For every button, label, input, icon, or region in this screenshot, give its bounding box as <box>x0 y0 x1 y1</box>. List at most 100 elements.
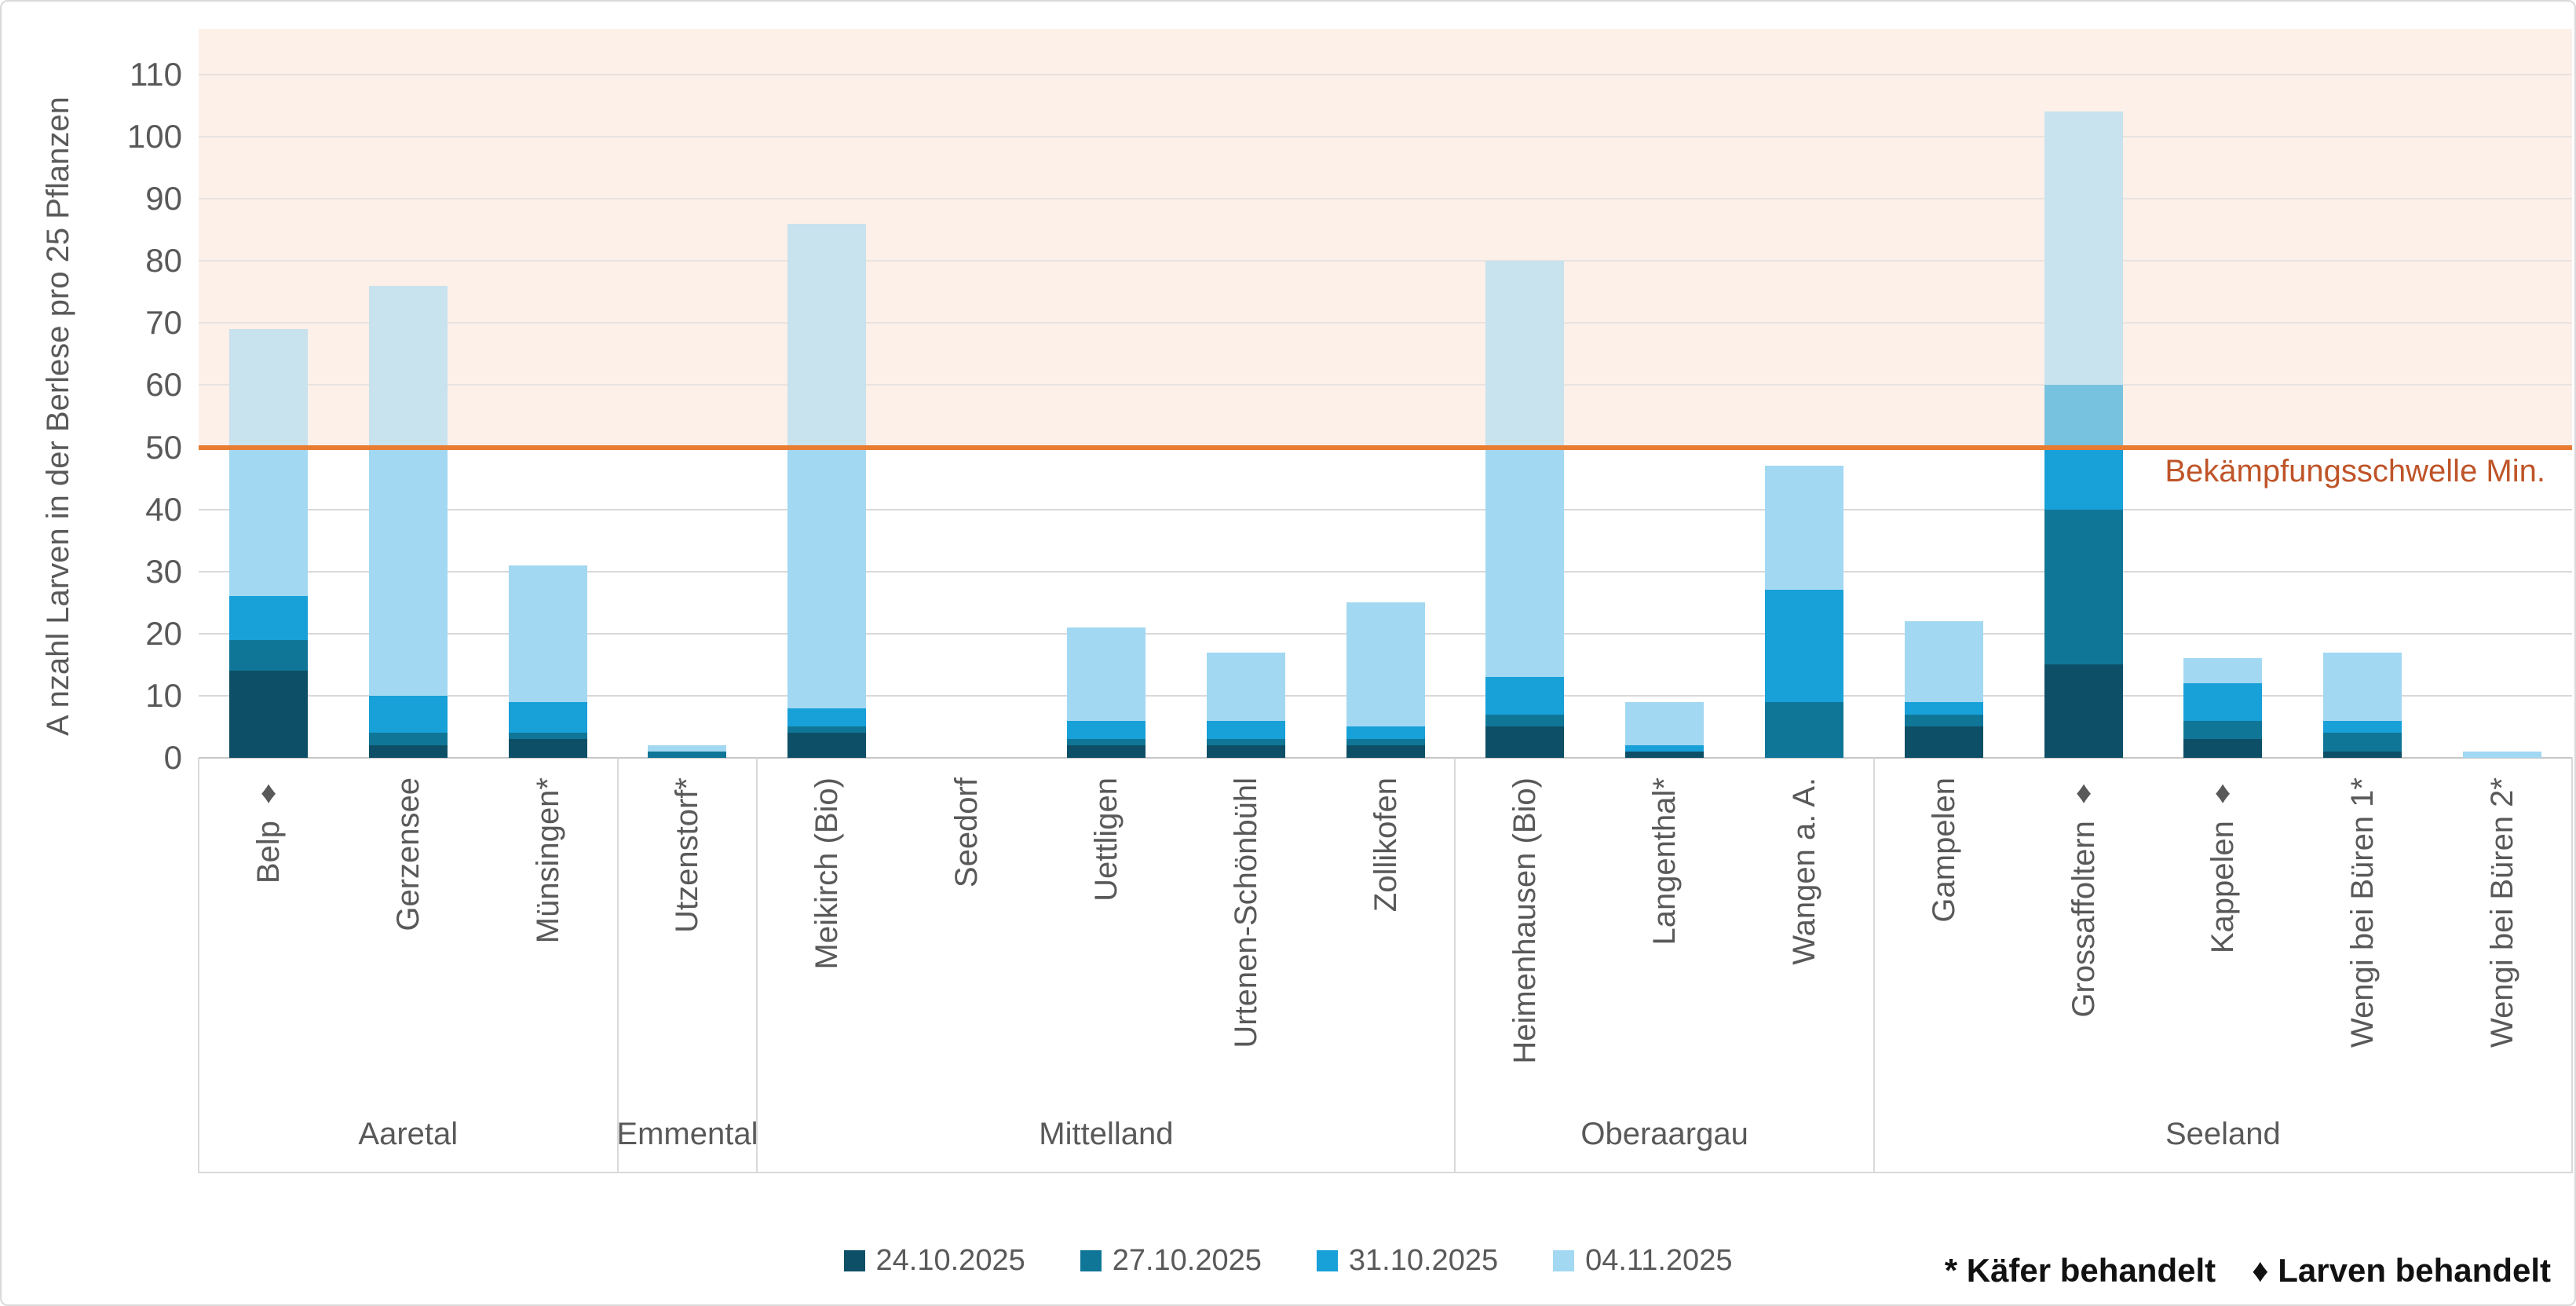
legend-item-24.10.2025: 24.10.2025 <box>843 1244 1025 1278</box>
bar-segment-heimenhausen-bio--27.10.2025 <box>1485 714 1565 727</box>
bar-segment-meikirch-bio--24.10.2025 <box>787 733 867 758</box>
bar-segment-uettligen-27.10.2025 <box>1066 739 1145 746</box>
bar-segment-wengi-bei-b-ren-1--24.10.2025 <box>2323 752 2402 758</box>
y-tick-label-100: 100 <box>126 118 182 155</box>
bar-segment-utzenstorf--27.10.2025 <box>648 752 727 758</box>
x-label-meikirch-bio-: Meikirch (Bio) <box>809 777 845 970</box>
legend-swatch-24.10.2025 <box>843 1250 865 1271</box>
group-label-emmental: Emmental <box>616 1117 758 1151</box>
bar-segment-zollikofen-27.10.2025 <box>1346 739 1425 746</box>
bar-segment-gampelen-04.11.2025 <box>1904 621 1983 702</box>
x-label-seedorf: Seedorf <box>949 777 985 888</box>
legend: 24.10.2025 27.10.2025 31.10.2025 04.11.2025 <box>2 1244 2574 1278</box>
bar-segment-kappelen--04.11.2025 <box>2183 658 2263 684</box>
bar-segment-zollikofen-31.10.2025 <box>1346 726 1425 740</box>
threshold-line <box>199 444 2572 450</box>
y-tick-label-110: 110 <box>130 56 182 93</box>
x-label-utzenstorf-: Utzenstorf* <box>670 777 705 933</box>
y-tick-label-20: 20 <box>145 614 182 652</box>
bar-segment-urtenen-sch-nb-hl-27.10.2025 <box>1206 739 1285 746</box>
bar-segment-wangen-a-a--27.10.2025 <box>1764 701 1843 758</box>
bar-segment-kappelen--27.10.2025 <box>2183 720 2263 740</box>
bar-segment-meikirch-bio--27.10.2025 <box>787 726 867 733</box>
y-tick-label-60: 60 <box>145 366 182 404</box>
bar-segment-wengi-bei-b-ren-1--31.10.2025 <box>2323 720 2402 733</box>
bar-segment-gampelen-27.10.2025 <box>1904 714 1983 727</box>
bar-segment-gerzensee-31.10.2025 <box>368 695 448 733</box>
bar-segment-zollikofen-04.11.2025 <box>1346 602 1425 727</box>
x-label-gampelen: Gampelen <box>1926 777 1961 923</box>
gridline-40 <box>199 508 2572 510</box>
legend-swatch-31.10.2025 <box>1316 1250 1338 1271</box>
bar-segment-heimenhausen-bio--24.10.2025 <box>1485 726 1565 758</box>
group-divider-4 <box>1873 758 1875 1173</box>
footnote-larven: ♦ Larven behandelt <box>2252 1252 2551 1289</box>
x-label-grossaffoltern-: Grossaffoltern ♦ <box>2066 777 2101 1018</box>
bar-segment-gampelen-24.10.2025 <box>1904 726 1983 758</box>
bar-segment-grossaffoltern--24.10.2025 <box>2044 664 2123 758</box>
group-divider-1 <box>616 758 619 1173</box>
y-tick-label-90: 90 <box>145 180 182 218</box>
y-tick-label-70: 70 <box>145 304 182 342</box>
x-label-urtenen-sch-nb-hl: Urtenen-Schönbühl <box>1228 777 1263 1048</box>
x-label-gerzensee: Gerzensee <box>390 777 426 931</box>
legend-item-27.10.2025: 27.10.2025 <box>1080 1244 1262 1278</box>
x-label-uettligen: Uettligen <box>1088 777 1124 902</box>
bar-segment-meikirch-bio--04.11.2025 <box>787 223 867 708</box>
y-tick-label-10: 10 <box>145 676 182 714</box>
bar-segment-langenthal--04.11.2025 <box>1625 701 1705 746</box>
bar-segment-wengi-bei-b-ren-2--04.11.2025 <box>2463 752 2541 758</box>
x-label-wangen-a-a-: Wangen a. A. <box>1786 777 1821 965</box>
bar-segment-grossaffoltern--04.11.2025 <box>2044 112 2123 386</box>
bar-segment-uettligen-31.10.2025 <box>1066 720 1145 740</box>
gridline-90 <box>199 198 2572 200</box>
y-tick-label-30: 30 <box>145 552 182 590</box>
x-axis-line <box>199 757 2572 759</box>
gridline-60 <box>199 384 2572 386</box>
bar-segment-wangen-a-a--31.10.2025 <box>1764 590 1843 702</box>
bar-segment-gerzensee-24.10.2025 <box>368 745 448 758</box>
x-label-langenthal-: Langenthal* <box>1647 777 1683 946</box>
group-label-seeland: Seeland <box>2165 1117 2281 1151</box>
legend-item-04.11.2025: 04.11.2025 <box>1553 1244 1732 1278</box>
legend-label-31.10.2025: 31.10.2025 <box>1348 1244 1499 1277</box>
group-divider-2 <box>756 758 758 1173</box>
gridline-100 <box>199 136 2572 138</box>
legend-label-24.10.2025: 24.10.2025 <box>875 1244 1025 1277</box>
bar-segment-belp--27.10.2025 <box>229 639 308 671</box>
bar-segment-m-nsingen--27.10.2025 <box>508 733 587 740</box>
label-area-bottom-line <box>199 1172 2572 1173</box>
bar-segment-belp--31.10.2025 <box>229 596 308 640</box>
bar-segment-gampelen-31.10.2025 <box>1904 701 1983 715</box>
bar-segment-kappelen--31.10.2025 <box>2183 683 2263 721</box>
bar-segment-grossaffoltern--27.10.2025 <box>2044 509 2123 665</box>
bar-segment-utzenstorf--04.11.2025 <box>648 745 727 752</box>
bar-segment-meikirch-bio--31.10.2025 <box>787 708 867 727</box>
y-tick-label-80: 80 <box>145 242 182 280</box>
gridline-30 <box>199 570 2572 573</box>
gridline-70 <box>199 322 2572 324</box>
y-tick-label-50: 50 <box>145 428 182 466</box>
threshold-zone <box>199 29 2572 448</box>
legend-label-27.10.2025: 27.10.2025 <box>1112 1244 1262 1277</box>
bar-segment-heimenhausen-bio--31.10.2025 <box>1485 677 1565 715</box>
gridline-80 <box>199 260 2572 262</box>
bar-segment-m-nsingen--24.10.2025 <box>508 739 587 758</box>
group-divider-3 <box>1454 758 1456 1173</box>
threshold-zone-overlay <box>199 29 2572 448</box>
bar-segment-urtenen-sch-nb-hl-24.10.2025 <box>1206 745 1285 758</box>
bar-segment-uettligen-24.10.2025 <box>1066 745 1145 758</box>
group-divider-0 <box>198 758 199 1173</box>
bar-segment-gerzensee-27.10.2025 <box>368 733 448 746</box>
legend-item-31.10.2025: 31.10.2025 <box>1316 1244 1499 1278</box>
bar-segment-wangen-a-a--04.11.2025 <box>1764 466 1843 591</box>
bar-segment-wengi-bei-b-ren-1--27.10.2025 <box>2323 733 2402 752</box>
bar-segment-m-nsingen--31.10.2025 <box>508 701 587 733</box>
footnote-kaefer: * Käfer behandelt <box>1944 1252 2216 1289</box>
bar-segment-langenthal--24.10.2025 <box>1625 752 1705 758</box>
legend-label-04.11.2025: 04.11.2025 <box>1585 1244 1733 1277</box>
bar-segment-uettligen-04.11.2025 <box>1066 627 1145 721</box>
bar-segment-belp--24.10.2025 <box>229 671 308 758</box>
